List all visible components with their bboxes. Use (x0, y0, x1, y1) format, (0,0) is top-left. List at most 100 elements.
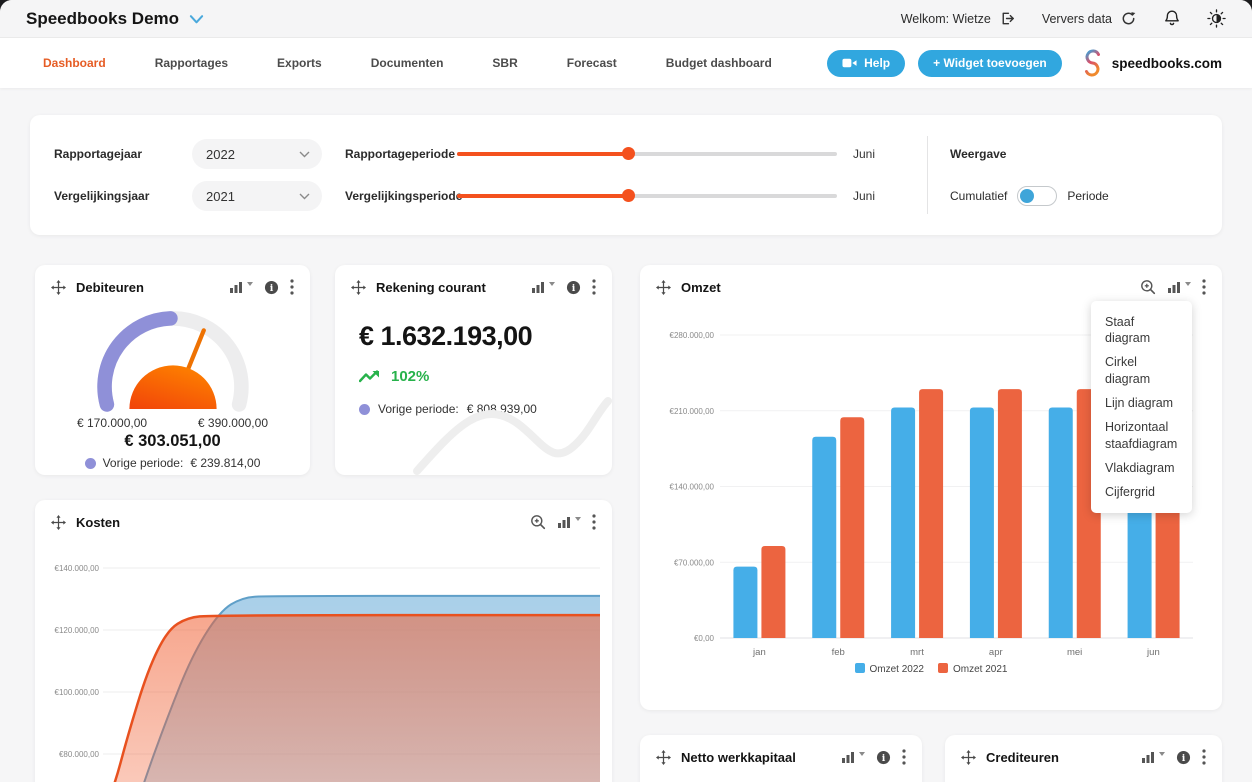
bar-omzet-2021-feb (840, 417, 865, 638)
info-icon[interactable]: i (566, 280, 581, 295)
report-period-slider[interactable] (457, 147, 837, 161)
previous-period-dot (359, 403, 370, 415)
video-icon (842, 57, 857, 69)
svg-text:i: i (572, 282, 576, 293)
tab-exports[interactable]: Exports (277, 56, 322, 70)
chart-type-icon[interactable] (841, 750, 865, 764)
info-icon[interactable]: i (1176, 750, 1191, 765)
report-year-select[interactable]: 2022 (192, 139, 322, 169)
kebab-menu-icon[interactable] (592, 514, 596, 530)
tab-forecast[interactable]: Forecast (566, 56, 617, 70)
chart-type-icon[interactable] (1141, 750, 1165, 764)
gauge-min-label: € 170.000,00 (77, 416, 148, 430)
slider-thumb[interactable] (622, 147, 635, 160)
card-rekening-courant: Rekening courant i € 1.632.193,00 (335, 265, 612, 475)
compare-period-value: Juni (853, 189, 876, 203)
caret-down-icon (1159, 752, 1165, 756)
compare-year-select[interactable]: 2021 (192, 181, 322, 211)
card-title: Debiteuren (76, 279, 144, 295)
move-icon[interactable] (351, 279, 366, 295)
tab-documenten[interactable]: Documenten (370, 56, 444, 70)
report-year-label: Rapportagejaar (54, 147, 143, 161)
kosten-area-chart: €140.000,00 €120.000,00 €100.000,00 €80.… (55, 564, 600, 782)
add-widget-button[interactable]: + Widget toevoegen (918, 49, 1062, 77)
svg-text:mei: mei (1067, 647, 1082, 658)
welcome-user: Welkom: Wietze (901, 10, 1016, 27)
svg-text:€140.000,00: €140.000,00 (670, 483, 715, 492)
svg-text:€210.000,00: €210.000,00 (670, 407, 715, 416)
svg-text:mrt: mrt (910, 647, 924, 658)
filter-panel: Rapportagejaar 2022 Vergelijkingsjaar 20… (30, 115, 1222, 235)
zoom-in-icon[interactable] (530, 514, 546, 530)
svg-text:€100.000,00: €100.000,00 (55, 688, 100, 697)
chevron-down-icon[interactable] (189, 13, 204, 25)
move-icon[interactable] (961, 749, 976, 765)
menu-item-horizontaal-staafdiagram[interactable]: Horizontaal staafdiagram (1105, 419, 1178, 451)
compare-period-slider[interactable] (457, 189, 837, 203)
zoom-in-icon[interactable] (1140, 279, 1156, 295)
chart-type-icon[interactable] (557, 515, 581, 529)
nav-bar: Dashboard Rapportages Exports Documenten… (0, 38, 1252, 88)
menu-item-staaf-diagram[interactable]: Staaf diagram (1105, 314, 1151, 346)
refresh-icon (1120, 10, 1137, 27)
gauge-previous-arc (96, 311, 178, 412)
svg-text:i: i (270, 282, 274, 293)
view-periode-label[interactable]: Periode (1067, 189, 1109, 203)
view-cumulatief-label[interactable]: Cumulatief (950, 189, 1008, 203)
move-icon[interactable] (51, 514, 66, 530)
sparkline-decoration (413, 397, 612, 475)
info-icon[interactable]: i (264, 280, 279, 295)
bell-icon[interactable] (1163, 9, 1181, 28)
compare-period-label: Vergelijkingsperiode (345, 189, 463, 203)
menu-item-cijfergrid[interactable]: Cijfergrid (1105, 484, 1156, 499)
menu-item-lijn-diagram[interactable]: Lijn diagram (1105, 396, 1174, 410)
chart-type-icon[interactable] (531, 280, 555, 294)
kebab-menu-icon[interactable] (1202, 749, 1206, 765)
report-year-value: 2022 (206, 146, 235, 162)
menu-item-vlakdiagram[interactable]: Vlakdiagram (1105, 460, 1175, 475)
view-label: Weergave (950, 147, 1007, 161)
bar-omzet-2021-jan (761, 546, 786, 638)
chart-type-icon[interactable] (229, 280, 253, 294)
svg-text:€280.000,00: €280.000,00 (670, 331, 715, 340)
menu-item-cirkel-diagram[interactable]: Cirkel diagram (1105, 355, 1151, 387)
previous-period-dot (84, 457, 96, 469)
app-title: Speedbooks Demo (26, 8, 180, 28)
info-icon[interactable]: i (876, 750, 891, 765)
logout-icon[interactable] (999, 10, 1016, 27)
top-bar: Speedbooks Demo Welkom: Wietze Ververs d… (0, 0, 1252, 38)
tab-sbr[interactable]: SBR (492, 56, 518, 70)
move-icon[interactable] (656, 279, 671, 295)
brand[interactable]: speedbooks.com (1081, 49, 1222, 77)
kebab-menu-icon[interactable] (902, 749, 906, 765)
card-crediteuren: Crediteuren i (945, 735, 1222, 782)
refresh-label: Ververs data (1041, 11, 1112, 26)
bar-omzet-2022-mrt (891, 407, 916, 638)
svg-text:€140.000,00: €140.000,00 (55, 564, 100, 573)
slider-thumb[interactable] (622, 189, 635, 202)
select-chevron-icon (299, 151, 310, 157)
legend-item: Omzet 2021 (938, 663, 1007, 675)
refresh-data[interactable]: Ververs data (1042, 10, 1137, 27)
caret-down-icon (859, 752, 865, 756)
kebab-menu-icon[interactable] (1202, 279, 1206, 295)
previous-period-label: Vorige periode: (102, 456, 184, 470)
tab-rapportages[interactable]: Rapportages (154, 56, 229, 70)
tab-budget-dashboard[interactable]: Budget dashboard (665, 56, 772, 70)
card-debiteuren: Debiteuren i (35, 265, 310, 475)
help-button[interactable]: Help (827, 49, 906, 77)
trend-up-icon (359, 369, 381, 384)
view-toggle[interactable] (1017, 186, 1058, 206)
legend-swatch-2021 (938, 663, 948, 673)
kebab-menu-icon[interactable] (290, 279, 294, 295)
move-icon[interactable] (51, 279, 66, 295)
svg-text:i: i (882, 752, 886, 763)
tab-dashboard[interactable]: Dashboard (43, 56, 106, 70)
svg-text:apr: apr (989, 647, 1003, 658)
bar-omzet-2022-jan (733, 566, 758, 638)
brightness-icon[interactable] (1207, 9, 1226, 28)
move-icon[interactable] (656, 749, 671, 765)
kebab-menu-icon[interactable] (592, 279, 596, 295)
chart-type-icon[interactable] (1167, 280, 1191, 294)
